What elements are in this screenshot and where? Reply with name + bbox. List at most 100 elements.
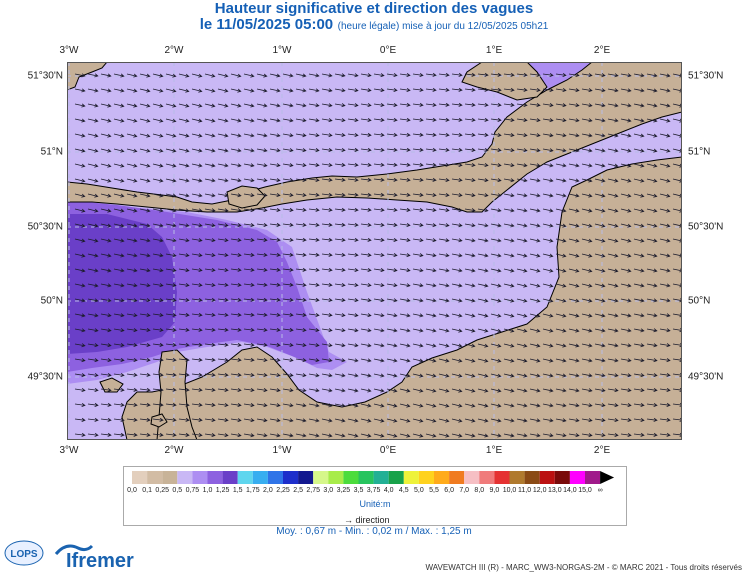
direction-arrow [425, 358, 437, 363]
direction-arrow [204, 312, 216, 317]
legend-swatch [147, 471, 163, 484]
direction-arrow [347, 343, 359, 348]
direction-arrow [594, 163, 606, 168]
direction-arrow [490, 178, 502, 183]
direction-arrow [477, 147, 489, 152]
direction-arrow [282, 388, 294, 393]
direction-arrow [204, 73, 216, 78]
direction-arrow [191, 327, 203, 332]
direction-arrow [217, 118, 229, 123]
direction-arrow [282, 297, 294, 302]
direction-arrow [282, 252, 294, 257]
direction-arrow [308, 297, 320, 302]
direction-arrow [217, 387, 229, 392]
direction-arrow [256, 342, 268, 347]
direction-arrow [490, 283, 502, 288]
direction-arrow [217, 133, 229, 138]
direction-arrow [490, 238, 502, 243]
direction-arrow [438, 72, 450, 77]
direction-arrow [87, 163, 99, 168]
direction-arrow [347, 267, 359, 272]
direction-arrow [399, 358, 411, 363]
wave-height-map[interactable] [67, 62, 682, 440]
direction-arrow [269, 327, 281, 332]
legend-swatch [162, 471, 178, 484]
direction-arrow [282, 163, 294, 168]
lon-label-bottom: 1°W [272, 445, 292, 456]
direction-arrow [152, 372, 164, 377]
direction-arrow [100, 193, 112, 198]
direction-arrow [113, 208, 125, 213]
direction-arrow [659, 283, 671, 288]
direction-arrow [659, 417, 671, 422]
direction-arrow [256, 327, 268, 332]
direction-arrow [126, 223, 138, 228]
direction-arrow [269, 373, 281, 378]
direction-arrow [308, 88, 320, 93]
direction-arrow [256, 237, 268, 242]
direction-arrow [256, 297, 268, 302]
direction-arrow [386, 132, 398, 137]
direction-arrow [256, 418, 268, 423]
direction-arrow [516, 268, 528, 273]
lon-label-top: 0°E [379, 45, 397, 56]
direction-arrow [516, 358, 528, 363]
direction-arrow [581, 268, 593, 273]
channel-island [150, 413, 168, 428]
direction-arrow [464, 238, 476, 243]
direction-arrow [425, 177, 437, 182]
direction-arrow [516, 193, 528, 198]
direction-arrow [165, 268, 177, 273]
legend-swatch [434, 471, 450, 484]
direction-arrow [178, 193, 190, 198]
direction-arrow [243, 418, 255, 423]
legend-tick-label: 7,0 [459, 487, 470, 494]
direction-arrow [568, 238, 580, 243]
direction-arrow [100, 133, 112, 138]
direction-arrow [269, 103, 281, 108]
direction-arrow [451, 298, 463, 303]
direction-arrow [633, 403, 645, 408]
direction-arrow [139, 342, 151, 347]
legend-tick-label: 11,0 [518, 487, 532, 494]
direction-arrow [321, 252, 333, 257]
direction-arrow [282, 433, 294, 438]
direction-arrow [477, 223, 489, 228]
direction-arrow [87, 118, 99, 123]
direction-arrow [87, 268, 99, 273]
direction-arrow [529, 358, 541, 363]
direction-arrow [386, 102, 398, 107]
direction-arrow [633, 73, 645, 78]
direction-arrow [373, 73, 385, 78]
direction-arrow [386, 177, 398, 182]
direction-arrow [217, 193, 229, 198]
direction-arrow [516, 118, 528, 123]
direction-arrow [581, 88, 593, 93]
direction-arrow [438, 343, 450, 348]
direction-arrow [659, 133, 671, 138]
direction-arrow [256, 433, 268, 438]
lops-logo: LOPS [4, 540, 44, 566]
direction-arrow [230, 403, 242, 408]
direction-arrow [165, 118, 177, 123]
direction-arrow [542, 193, 554, 198]
direction-arrow [607, 118, 619, 123]
direction-arrow [412, 418, 424, 423]
direction-arrow [659, 253, 671, 258]
direction-arrow [581, 178, 593, 183]
direction-arrow [503, 283, 515, 288]
direction-arrow [230, 178, 242, 183]
lon-label-bottom: 2°W [164, 445, 184, 456]
direction-arrow [477, 433, 489, 438]
direction-arrow [477, 117, 489, 122]
direction-arrow [451, 132, 463, 137]
direction-arrow [568, 373, 580, 378]
direction-arrow [412, 358, 424, 363]
direction-arrow [451, 388, 463, 393]
direction-arrow [516, 418, 528, 423]
direction-arrow [412, 177, 424, 182]
direction-arrow [438, 223, 450, 228]
legend-tick-label: 2,75 [306, 487, 320, 494]
direction-arrow [74, 358, 86, 363]
direction-arrow [503, 208, 515, 213]
